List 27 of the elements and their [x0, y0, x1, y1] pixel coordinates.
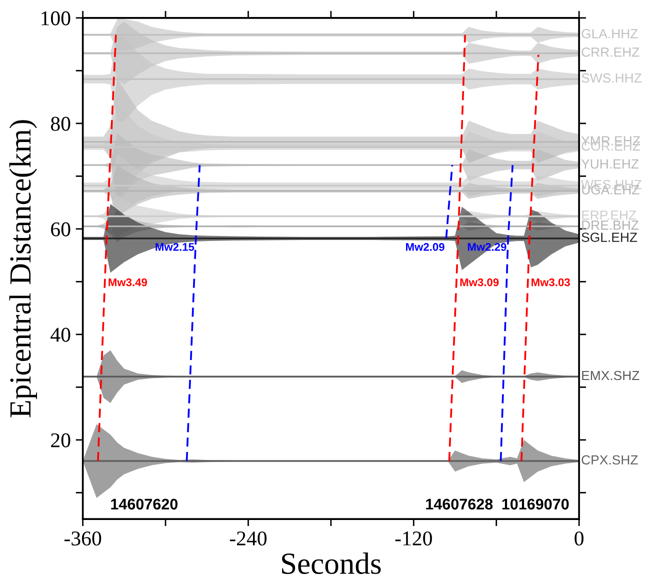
series-label: DRE.BHZ [582, 220, 639, 230]
y-axis-title: Epicentral Distance(km) [9, 120, 37, 418]
x-tick-label: -120 [395, 531, 432, 546]
series-label: SWS.HHZ [582, 73, 642, 83]
annotation: 14607628 [426, 498, 493, 510]
y-tick-label: 80 [50, 116, 70, 131]
y-tick-label: 40 [50, 328, 70, 342]
x-tick-label: -360 [64, 531, 102, 546]
series-label: YUH.EHZ [581, 159, 639, 169]
series-label: Mw3.03 [532, 278, 570, 286]
y-tick-label: 20 [51, 433, 70, 448]
annotation: 10169070 [502, 498, 569, 510]
series-label: Mw3.49 [108, 278, 148, 286]
series-label: EMX.SHZ [582, 370, 640, 380]
x-tick-label: -240 [230, 531, 267, 546]
series-label: CRR.EHZ [582, 47, 640, 57]
annotation: 14607620 [111, 498, 178, 510]
series-label: Mw2.09 [406, 243, 444, 251]
series-label: CPX.SHZ [582, 455, 638, 465]
x-axis-title: Seconds [282, 552, 381, 574]
y-tick-label: 60 [51, 222, 70, 236]
series-label: GLA.HHZ [582, 28, 638, 38]
x-tick-label: 0 [574, 531, 584, 546]
series-label: Mw3.09 [460, 278, 499, 286]
series-label: SGL.EHZ [582, 232, 638, 242]
series-label: Mw2.15 [156, 243, 194, 251]
y-tick-label: 100 [42, 11, 70, 26]
